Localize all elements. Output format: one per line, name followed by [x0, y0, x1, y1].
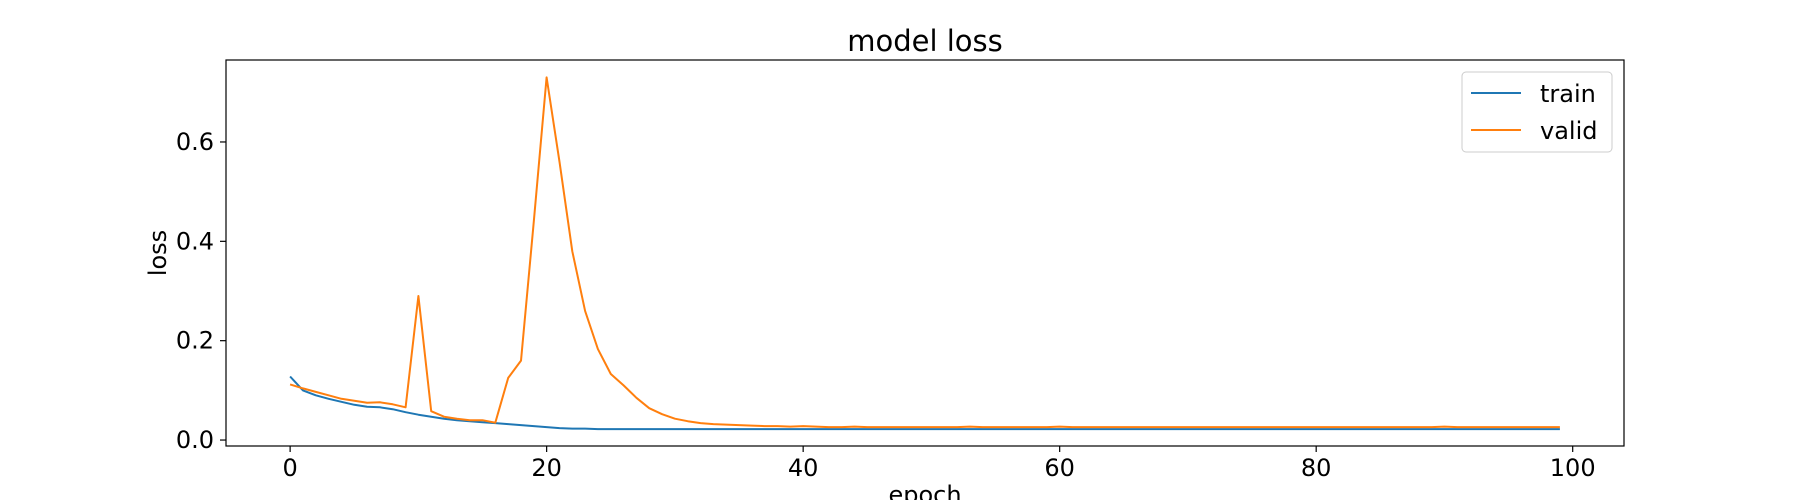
- y-axis-label: loss: [144, 230, 172, 276]
- chart-title: model loss: [847, 24, 1003, 58]
- x-axis: 0 20 40 60 80 100: [282, 446, 1596, 482]
- legend-label-valid: valid: [1540, 117, 1597, 145]
- series-layer: [289, 76, 1560, 431]
- y-tick-label: 0.2: [176, 327, 214, 355]
- x-tick-label: 100: [1550, 454, 1596, 482]
- x-tick-label: 20: [531, 454, 562, 482]
- y-axis: 0.0 0.2 0.4 0.6: [176, 128, 226, 454]
- y-tick-label: 0.6: [176, 128, 214, 156]
- legend: train valid: [1461, 71, 1613, 153]
- series-line-valid: [289, 76, 1560, 429]
- plot-frame: [225, 59, 1625, 447]
- plot-area: [225, 59, 1625, 447]
- y-tick-label: 0.0: [176, 426, 214, 454]
- y-tick-label: 0.4: [176, 227, 214, 255]
- x-tick-label: 40: [788, 454, 819, 482]
- x-axis-label: epoch: [888, 481, 961, 500]
- x-tick-label: 0: [282, 454, 297, 482]
- x-tick-label: 60: [1044, 454, 1075, 482]
- legend-label-train: train: [1540, 80, 1596, 108]
- series-line-train: [289, 375, 1560, 431]
- x-tick-label: 80: [1301, 454, 1332, 482]
